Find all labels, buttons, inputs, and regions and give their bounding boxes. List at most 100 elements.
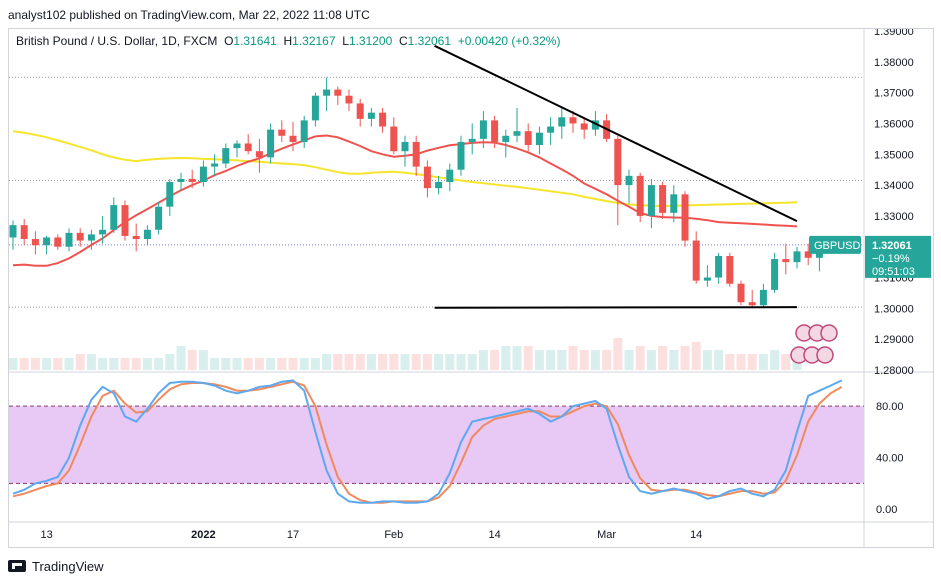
volume-bar <box>9 358 18 370</box>
support-line <box>434 306 798 309</box>
candle-body <box>558 117 566 127</box>
volume-bar <box>232 358 242 370</box>
volume-bar <box>277 358 287 370</box>
volume-bar <box>478 350 488 370</box>
candle-body <box>20 225 28 240</box>
volume-bar <box>770 350 780 370</box>
volume-bar <box>299 358 309 370</box>
candle-body <box>43 237 51 246</box>
candle-body <box>479 120 487 139</box>
candle-body <box>233 143 241 149</box>
time-tick-label: 14 <box>488 529 500 541</box>
volume-bar <box>557 350 567 370</box>
candle-body <box>54 237 62 247</box>
legend-symbol: British Pound / U.S. Dollar, 1D, FXCM <box>16 34 218 48</box>
volume-bar <box>725 354 735 370</box>
volume-bar <box>366 354 376 370</box>
legend-low-label: L <box>342 34 349 48</box>
economic-event-flag-icon <box>820 324 838 342</box>
price-badge[interactable]: GBPUSD 1.32061−0.19%09:51:03 <box>809 235 931 278</box>
volume-bar <box>680 346 690 370</box>
candle-body <box>379 112 387 127</box>
volume-bar <box>378 354 388 370</box>
legend-high-label: H <box>283 34 293 48</box>
candle-body <box>188 178 196 183</box>
economic-event-flag-icon <box>816 346 834 364</box>
candle-body <box>289 135 297 142</box>
chart-canvas[interactable]: 1.39000 1.38000 1.37000 1.36000 1.35000 1.340… <box>9 29 933 547</box>
candle-body <box>547 126 555 133</box>
price-tick-label: 1.37000 <box>874 88 914 100</box>
volume-bar <box>501 346 511 370</box>
volume-bar <box>142 358 152 370</box>
candle-body <box>323 89 331 96</box>
volume-bar <box>254 358 264 370</box>
price-tick-label: 1.38000 <box>874 57 914 69</box>
candle-body <box>31 239 39 246</box>
price-badge-countdown: 09:51:03 <box>872 266 915 278</box>
candle-body <box>278 129 286 136</box>
volume-bar <box>310 358 320 370</box>
volume-bar <box>389 354 399 370</box>
candle-body <box>412 141 420 167</box>
volume-bar <box>165 354 175 370</box>
candle-body <box>367 112 375 119</box>
legend-change: +0.00420 (+0.32%) <box>457 34 561 48</box>
volume-bar <box>658 346 668 370</box>
stochastic-k-line <box>12 379 843 504</box>
candle-body <box>502 135 510 142</box>
volume-bar <box>266 358 276 370</box>
moving-average-slow-line <box>12 130 798 208</box>
time-tick-label: 14 <box>690 529 702 541</box>
volume-bar <box>243 358 253 370</box>
price-tick-label: 1.34000 <box>874 180 914 192</box>
stochastic-tick-label: 0.00 <box>876 504 897 516</box>
volume-bar <box>445 354 455 370</box>
volume-bar <box>288 358 298 370</box>
candle-body <box>401 141 409 152</box>
candle-body <box>715 255 723 278</box>
volume-bar <box>781 354 791 370</box>
candle-body <box>267 129 275 158</box>
ticker-badge-bg <box>809 235 861 254</box>
candle-body <box>446 169 454 183</box>
candle-body <box>748 302 756 306</box>
candle-body <box>87 234 95 241</box>
volume-bar <box>422 354 432 370</box>
candle-body <box>726 255 734 284</box>
volume-bar <box>221 358 231 370</box>
volume-bar <box>691 342 701 370</box>
candle-body <box>737 283 745 303</box>
price-tick-label: 1.28000 <box>874 365 914 377</box>
candle-body <box>513 131 521 136</box>
volume-bar <box>568 346 578 370</box>
volume-bar <box>64 358 74 370</box>
candle-body <box>491 120 499 142</box>
footer-brand[interactable]: TradingView <box>8 556 104 576</box>
candle-body <box>524 131 532 146</box>
candle-body <box>782 259 790 263</box>
volume-bar <box>624 350 634 370</box>
volume-bar <box>42 358 52 370</box>
legend-close-label: C <box>398 34 408 48</box>
candle-body <box>211 163 219 167</box>
time-tick-label: 13 <box>40 529 52 541</box>
legend-low: 1.31200 <box>348 34 393 48</box>
candle-body <box>692 240 700 281</box>
candle-body <box>636 175 644 216</box>
candle-body <box>804 251 812 258</box>
price-tick-label: 1.29000 <box>874 334 914 346</box>
volume-bar <box>210 358 220 370</box>
candle-body <box>155 206 163 230</box>
candle-body <box>569 117 577 124</box>
candle-body <box>345 95 353 104</box>
candle-body <box>681 194 689 241</box>
candle-body <box>300 120 308 142</box>
volume-bar <box>490 350 500 370</box>
volume-bar <box>322 354 332 370</box>
candle-body <box>535 132 543 146</box>
candle-body <box>614 138 622 186</box>
volume-bar <box>355 354 365 370</box>
volume-bar <box>131 358 141 370</box>
price-tick-label: 1.39000 <box>874 29 914 38</box>
